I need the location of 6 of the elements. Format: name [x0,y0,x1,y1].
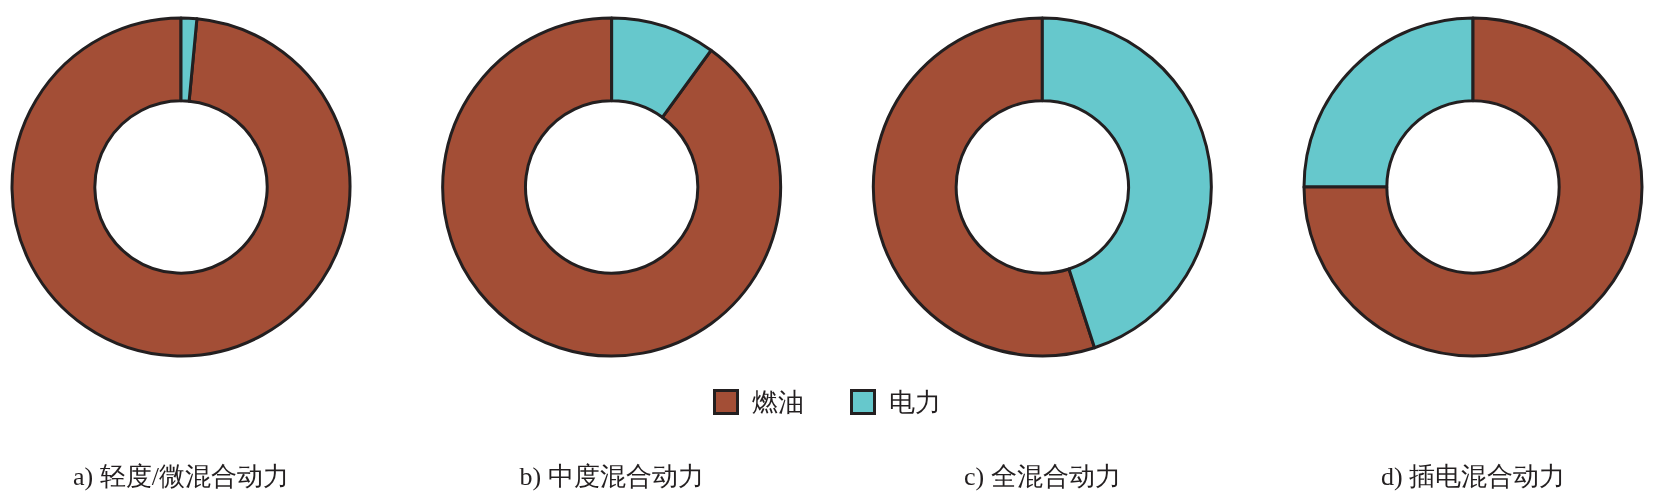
text: d) 插电混合动力 [1380,461,1566,491]
text: a) 轻度/微混合动力 [73,461,289,491]
legend-label: 燃油 [751,387,804,417]
text: b) 中度混合动力 [519,461,704,491]
text: c) 全混合动力 [963,461,1121,491]
legend-label: 电力 [888,387,941,417]
